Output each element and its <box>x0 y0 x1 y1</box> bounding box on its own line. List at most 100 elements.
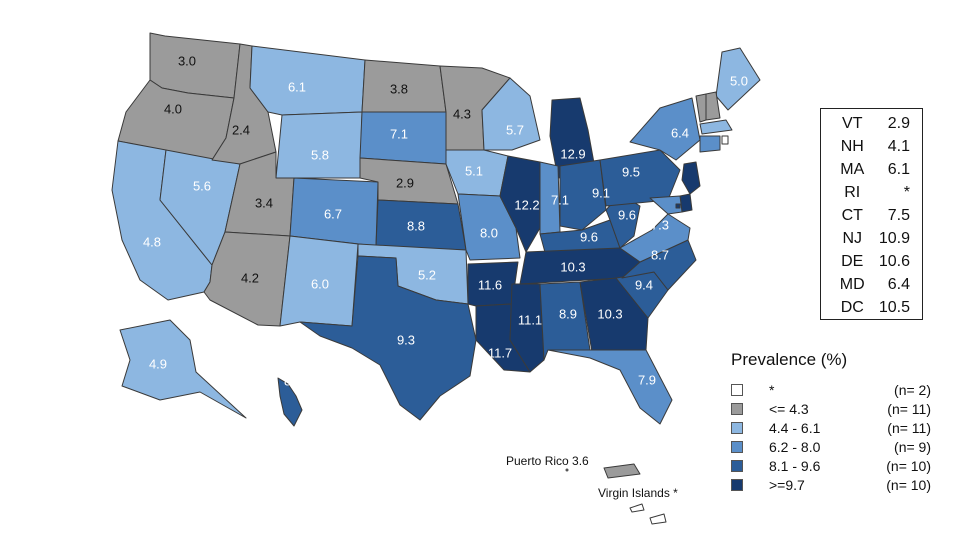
state-label-sd: 7.1 <box>390 126 408 141</box>
state-ct <box>699 135 721 153</box>
state-label-sc: 9.4 <box>635 277 653 292</box>
legend-count: (n= 10) <box>886 457 931 474</box>
state-fl <box>547 349 673 425</box>
territory-puerto-rico-islet <box>565 468 569 472</box>
territory-vi-st-thomas <box>629 503 645 513</box>
state-label-pa: 9.5 <box>622 164 640 179</box>
state-pa <box>599 149 681 207</box>
ne-state-value: 6.1 <box>887 161 910 178</box>
state-label-fl: 7.9 <box>638 372 656 387</box>
legend-swatch <box>731 383 743 396</box>
legend-range: 4.4 - 6.1 <box>769 419 821 436</box>
state-label-mi: 12.9 <box>560 146 585 161</box>
ne-state-value: 10.6 <box>878 253 910 270</box>
ne-row-nj: NJ 10.9 <box>821 227 922 250</box>
state-va <box>619 213 691 263</box>
puerto-rico-label: Puerto Rico 3.6 <box>506 454 589 468</box>
state-label-ne: 2.9 <box>396 175 414 190</box>
state-vt <box>695 93 707 123</box>
state-mt <box>249 45 366 116</box>
state-label-ky: 9.6 <box>580 229 598 244</box>
state-tx <box>299 255 477 421</box>
state-label-ga: 10.3 <box>597 306 622 321</box>
legend-item: 6.2 - 8.0 (n= 9) <box>731 437 931 456</box>
state-ri <box>721 135 729 145</box>
legend-count: (n= 11) <box>887 419 931 436</box>
state-nh <box>705 91 721 121</box>
ne-row-nh: NH 4.1 <box>821 135 922 158</box>
ne-state-value: 10.5 <box>878 299 910 316</box>
legend-range: >=9.7 <box>769 476 805 493</box>
state-label-ks: 8.8 <box>407 218 425 233</box>
state-label-mn: 4.3 <box>453 106 471 121</box>
state-label-mo: 8.0 <box>480 225 498 240</box>
ne-row-vt: VT 2.9 <box>821 112 922 135</box>
state-label-nv: 5.6 <box>193 178 211 193</box>
state-label-nm: 6.0 <box>311 276 329 291</box>
territory-puerto-rico <box>603 463 641 479</box>
ne-row-md: MD 6.4 <box>821 273 922 296</box>
ne-state-abbr: VT <box>842 115 863 132</box>
ne-state-abbr: DE <box>841 253 864 270</box>
state-label-ny: 6.4 <box>671 125 689 140</box>
territory-vi-st-croix <box>649 513 667 525</box>
ne-state-abbr: NH <box>840 138 864 155</box>
ne-row-de: DE 10.6 <box>821 250 922 273</box>
state-label-wa: 3.0 <box>178 53 196 68</box>
state-wi <box>481 77 541 151</box>
state-label-ca: 4.8 <box>143 234 161 249</box>
state-label-hi: 8.9 <box>284 373 302 388</box>
ne-state-value: 10.9 <box>878 230 910 247</box>
state-label-wy: 5.8 <box>311 147 329 162</box>
legend-count: (n= 9) <box>894 438 931 455</box>
legend-item: <= 4.3 (n= 11) <box>731 399 931 418</box>
state-label-ak: 4.9 <box>149 356 167 371</box>
state-label-il: 12.2 <box>514 197 539 212</box>
legend-range: 8.1 - 9.6 <box>769 457 821 474</box>
state-label-me: 5.0 <box>730 73 748 88</box>
legend-item: >=9.7 (n= 10) <box>731 475 931 494</box>
state-label-in: 7.1 <box>551 192 569 207</box>
ne-state-value: 2.9 <box>887 115 910 132</box>
virgin-islands-label: Virgin Islands * <box>598 486 678 500</box>
ne-state-value: 7.5 <box>887 207 910 224</box>
legend-count: (n= 10) <box>886 476 931 493</box>
state-label-or: 4.0 <box>164 101 182 116</box>
state-label-az: 4.2 <box>241 270 259 285</box>
state-wy <box>275 111 363 179</box>
legend-swatch <box>731 459 743 472</box>
ne-state-value: 4.1 <box>887 138 910 155</box>
state-label-id: 2.4 <box>232 122 250 137</box>
legend-range: 6.2 - 8.0 <box>769 438 821 455</box>
state-label-nd: 3.8 <box>390 81 408 96</box>
state-ny <box>629 97 701 161</box>
legend-title: Prevalence (%) <box>731 350 848 369</box>
legend-item: 8.1 - 9.6 (n= 10) <box>731 456 931 475</box>
legend-swatch <box>731 421 743 434</box>
state-nj <box>681 161 701 195</box>
state-label-mt: 6.1 <box>288 79 306 94</box>
legend-count: (n= 11) <box>887 400 931 417</box>
ne-state-abbr: RI <box>844 184 861 201</box>
state-label-wv: 9.6 <box>618 207 636 222</box>
ne-state-abbr: MA <box>840 161 865 178</box>
state-oh <box>559 159 607 231</box>
state-label-tn: 10.3 <box>560 259 585 274</box>
state-ak <box>119 319 247 419</box>
ne-state-value: * <box>903 184 910 201</box>
ne-row-ri: RI * <box>821 181 922 204</box>
state-dc <box>675 203 681 209</box>
legend-swatch <box>731 478 743 491</box>
legend-swatch <box>731 440 743 453</box>
ne-state-abbr: CT <box>841 207 863 224</box>
ne-row-ct: CT 7.5 <box>821 204 922 227</box>
state-hi <box>277 377 303 427</box>
legend-item: 4.4 - 6.1 (n= 11) <box>731 418 931 437</box>
ne-row-ma: MA 6.1 <box>821 158 922 181</box>
legend: Prevalence (%) * (n= 2) <= 4.3 (n= 11) 4.4 -… <box>731 350 931 494</box>
state-label-oh: 9.1 <box>592 185 610 200</box>
ne-state-abbr: MD <box>839 276 865 293</box>
state-label-va: 7.3 <box>651 217 669 232</box>
legend-count: (n= 2) <box>894 381 931 398</box>
